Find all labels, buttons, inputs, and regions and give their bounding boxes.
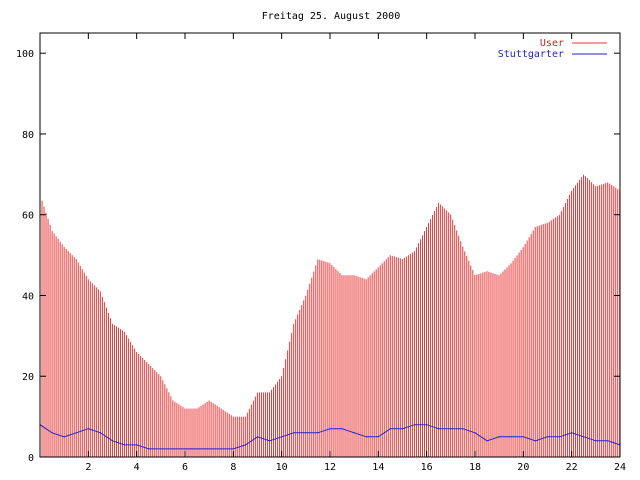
stuttgarter-point	[583, 436, 585, 438]
x-tick-label: 22	[566, 462, 578, 473]
stuttgarter-point	[196, 448, 198, 450]
stuttgarter-point	[341, 428, 343, 430]
x-tick-label: 2	[85, 462, 91, 473]
stuttgarter-point	[510, 436, 512, 438]
x-tick-label: 18	[469, 462, 481, 473]
y-tick-label: 20	[22, 372, 34, 383]
stuttgarter-point	[413, 424, 416, 426]
legend-label-user: User	[540, 38, 564, 49]
x-tick-label: 20	[517, 462, 529, 473]
stuttgarter-point	[498, 436, 500, 438]
user-impulses	[39, 174, 621, 457]
stuttgarter-point	[220, 448, 222, 450]
stuttgarter-point	[329, 428, 331, 430]
stuttgarter-point	[160, 448, 162, 450]
legend-label-stuttgarter: Stuttgarter	[498, 49, 564, 60]
x-tick-label: 4	[134, 462, 140, 473]
stuttgarter-point	[256, 436, 259, 438]
y-tick-label: 80	[22, 130, 34, 141]
stuttgarter-point	[546, 436, 549, 438]
stuttgarter-point	[111, 440, 114, 442]
x-tick-label: 10	[276, 462, 288, 473]
stuttgarter-point	[389, 428, 392, 430]
stuttgarter-point	[607, 440, 609, 442]
y-tick-label: 40	[22, 291, 34, 302]
stuttgarter-point	[268, 440, 271, 442]
stuttgarter-point	[462, 428, 464, 430]
x-tick-label: 12	[324, 462, 336, 473]
stuttgarter-point	[123, 444, 126, 446]
stuttgarter-point	[148, 448, 150, 450]
stuttgarter-point	[365, 436, 367, 438]
x-tick-label: 24	[614, 462, 626, 473]
stuttgarter-point	[426, 424, 428, 426]
stuttgarter-point	[208, 448, 210, 450]
stuttgarter-point	[522, 436, 524, 438]
stuttgarter-point	[281, 436, 283, 438]
stuttgarter-point	[558, 436, 561, 438]
stuttgarter-point	[474, 432, 476, 434]
stuttgarter-point	[293, 432, 295, 434]
stuttgarter-point	[401, 428, 404, 430]
stuttgarter-point	[571, 432, 573, 434]
stuttgarter-point	[486, 440, 488, 442]
stuttgarter-point	[244, 444, 247, 446]
x-tick-label: 14	[372, 462, 384, 473]
stuttgarter-point	[51, 432, 53, 434]
y-tick-label: 100	[16, 49, 34, 60]
y-axis: 0 20 40 60 80 100	[16, 49, 620, 464]
stuttgarter-point	[595, 440, 597, 442]
stuttgarter-point	[438, 428, 440, 430]
stuttgarter-point	[305, 432, 307, 434]
y-tick-label: 0	[28, 453, 34, 464]
stuttgarter-point	[172, 448, 174, 450]
x-axis: 2 4 6 8 10 12 14 16 18 20 22 24	[85, 33, 626, 473]
stuttgarter-point	[136, 444, 138, 446]
x-tick-label: 8	[230, 462, 236, 473]
stuttgarter-point	[353, 432, 355, 434]
stuttgarter-point	[232, 448, 234, 450]
stuttgarter-point	[377, 436, 379, 438]
x-tick-label: 16	[421, 462, 433, 473]
legend: User Stuttgarter	[498, 38, 607, 60]
chart-title: Freitag 25. August 2000	[262, 11, 400, 22]
stuttgarter-point	[317, 432, 319, 434]
x-tick-label: 6	[182, 462, 188, 473]
stuttgarter-point	[75, 432, 77, 434]
stuttgarter-line-layer	[39, 424, 621, 450]
stuttgarter-point	[534, 440, 537, 442]
stuttgarter-point	[87, 428, 89, 430]
stuttgarter-point	[63, 436, 65, 438]
y-tick-label: 60	[22, 211, 34, 222]
stuttgarter-point	[450, 428, 452, 430]
stuttgarter-point	[184, 448, 186, 450]
stuttgarter-point	[99, 432, 102, 434]
